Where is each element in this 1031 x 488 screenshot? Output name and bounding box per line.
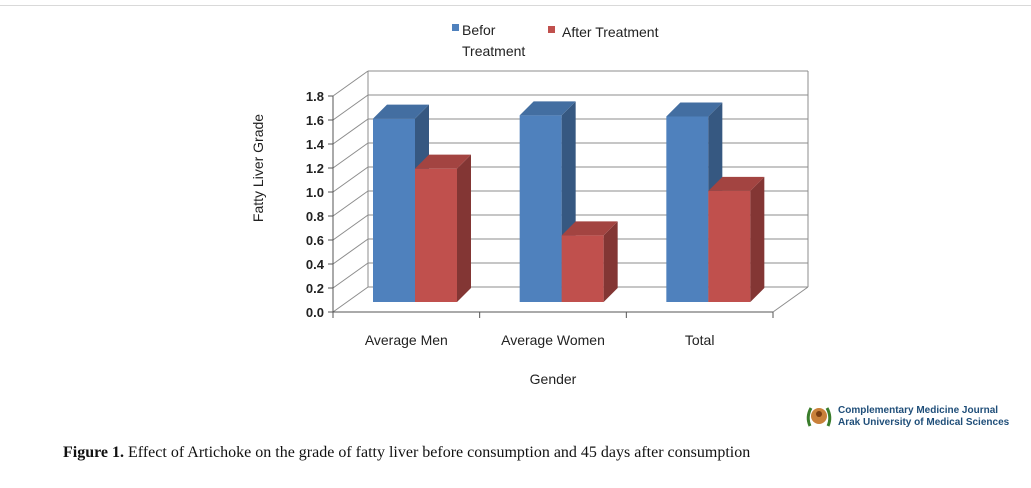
bar-front-face xyxy=(561,235,604,302)
legend-swatch-before xyxy=(452,24,459,31)
gridline-side xyxy=(332,238,369,265)
y-tick-label: 0.6 xyxy=(306,233,324,248)
logo-university-name: Arak University of Medical Sciences xyxy=(838,417,1010,428)
bar-top-face xyxy=(666,102,723,117)
bar-after xyxy=(415,154,471,302)
x-axis-title: Gender xyxy=(530,371,577,387)
y-tick-label: 0.8 xyxy=(306,209,324,224)
gridline-side xyxy=(332,70,369,97)
y-tick-label: 0.4 xyxy=(306,257,325,272)
gridline-side xyxy=(332,286,369,313)
gridline-side xyxy=(332,118,369,145)
bar-side-face xyxy=(457,154,471,302)
y-tick-label: 1.0 xyxy=(306,185,324,200)
laurel-logo-icon xyxy=(806,407,832,427)
y-tick-label: 1.8 xyxy=(306,89,324,104)
top-divider xyxy=(0,5,1031,6)
logo-journal-name: Complementary Medicine Journal xyxy=(838,405,999,416)
bar-front-face xyxy=(519,115,562,302)
gridline-side xyxy=(332,142,369,169)
bar-front-face xyxy=(373,118,415,303)
bar-side-face xyxy=(750,176,765,302)
bar-front-face xyxy=(666,116,709,302)
bar-front-face xyxy=(415,168,457,302)
figure-caption-text: Effect of Artichoke on the grade of fatt… xyxy=(124,444,751,461)
x-tick-label: Average Men xyxy=(365,332,448,348)
chart-labels: 0.0 0.2 0.4 0.6 0.8 1.0 1.2 1.4 1.6 1.8 Average Me… xyxy=(306,89,715,348)
bar-before xyxy=(373,104,429,303)
bar-after xyxy=(708,176,765,302)
bar-top-face xyxy=(519,101,576,116)
legend: Befor Treatment After Treatment xyxy=(452,22,659,59)
bar-side-face xyxy=(603,221,618,302)
y-tick-label: 1.2 xyxy=(306,161,324,176)
x-tick-label: Average Women xyxy=(501,332,605,348)
gridline-side xyxy=(332,262,369,289)
legend-label-before-line2: Treatment xyxy=(462,43,525,59)
bar-top-face xyxy=(373,104,429,119)
gridline-side xyxy=(332,190,369,217)
bar-top-face xyxy=(415,154,471,169)
chart-axes xyxy=(328,95,774,318)
bar-top-face xyxy=(561,221,618,236)
legend-label-before-line1: Befor xyxy=(462,22,496,38)
y-axis-title: Fatty Liver Grade xyxy=(250,114,266,222)
bar-top-face xyxy=(708,176,765,191)
x-tick-label: Total xyxy=(685,332,715,348)
y-tick-label: 0.0 xyxy=(306,305,324,320)
legend-swatch-after xyxy=(548,26,555,33)
bar-front-face xyxy=(708,190,751,302)
gridline-side xyxy=(332,94,369,121)
bar-chart: 0.0 0.2 0.4 0.6 0.8 1.0 1.2 1.4 1.6 1.8 Average Me… xyxy=(250,22,809,387)
y-tick-label: 1.6 xyxy=(306,113,324,128)
bar-after xyxy=(561,221,618,302)
floor-right-edge xyxy=(772,286,809,313)
gridline-side xyxy=(332,214,369,241)
chart-bars xyxy=(373,101,765,303)
journal-logo: Complementary Medicine Journal Arak Univ… xyxy=(804,402,1009,432)
gridline-side xyxy=(332,166,369,193)
figure-label: Figure 1. xyxy=(63,444,125,461)
y-tick-label: 1.4 xyxy=(306,137,325,152)
y-tick-label: 0.2 xyxy=(306,281,324,296)
legend-label-after: After Treatment xyxy=(562,24,659,40)
figure-caption: Figure 1. Effect of Artichoke on the gra… xyxy=(63,444,750,462)
